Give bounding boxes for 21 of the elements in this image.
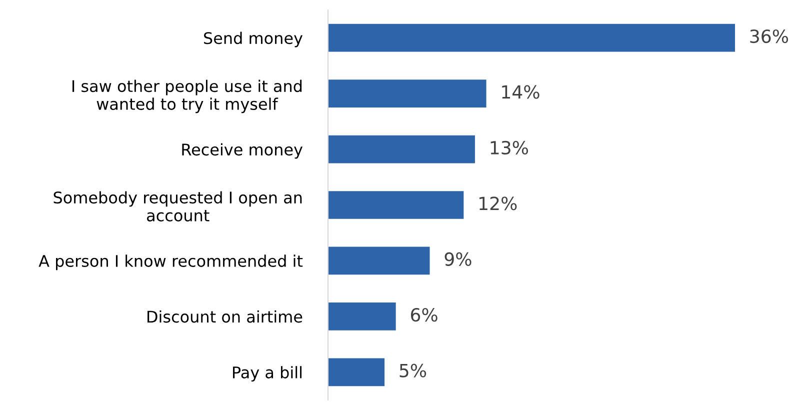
y-tick-label: A person I know recommended it (38, 254, 303, 270)
data-label: 6% (410, 308, 438, 322)
bar (328, 246, 430, 275)
y-tick-label: Receive money (182, 143, 303, 159)
y-tick-label: Discount on airtime (148, 310, 302, 323)
bar (328, 80, 486, 108)
bar (328, 302, 396, 330)
data-label: 5% (400, 364, 426, 378)
y-tick-label: I saw other people use it and wanted to try it myself (72, 80, 302, 114)
data-label: 36% (750, 29, 788, 44)
bar (328, 135, 475, 164)
bar (328, 24, 735, 52)
y-tick-label: Pay a bill (233, 366, 302, 382)
y-tick-label: Send money (204, 32, 303, 48)
bar (328, 358, 385, 386)
bar (328, 191, 464, 219)
data-label: 9% (444, 252, 472, 266)
y-tick-label: Somebody requested I open an account (54, 191, 302, 222)
data-label: 14% (502, 85, 540, 99)
data-label: 13% (490, 140, 528, 155)
data-label: 12% (480, 196, 517, 210)
